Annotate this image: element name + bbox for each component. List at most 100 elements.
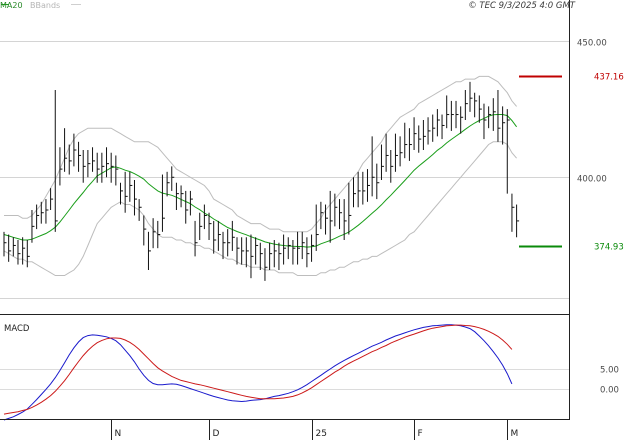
price-bar xyxy=(36,204,40,230)
price-bar xyxy=(217,220,221,251)
price-bar xyxy=(87,150,91,178)
price-bar xyxy=(250,234,254,279)
price-bar xyxy=(185,190,189,224)
price-bar xyxy=(269,242,273,270)
price-bar xyxy=(199,212,203,240)
price-bar xyxy=(147,231,151,270)
price-bar xyxy=(436,109,440,137)
price-gridlines: 450.00 400.00 xyxy=(0,39,607,299)
price-bar xyxy=(432,114,436,142)
price-bar xyxy=(464,90,468,120)
price-bar xyxy=(101,152,105,183)
price-bar xyxy=(511,193,515,232)
price-bar xyxy=(106,147,110,178)
price-bar xyxy=(17,240,21,265)
price-bar xyxy=(353,177,356,208)
price-tick-label: 450.00 xyxy=(577,39,607,49)
price-bar xyxy=(82,150,86,183)
price-levels: 437.16 374.93 xyxy=(519,73,624,253)
price-bar xyxy=(394,133,398,172)
price-bar xyxy=(227,229,231,257)
price-bar xyxy=(12,237,16,257)
price-bar xyxy=(446,95,450,129)
price-bar xyxy=(255,237,259,265)
price-bar xyxy=(73,133,77,167)
price-bar xyxy=(59,147,63,186)
x-tick-label: 25 xyxy=(316,429,327,439)
price-bar xyxy=(264,248,268,281)
x-tick-label: D xyxy=(213,429,220,439)
price-bar xyxy=(408,128,412,161)
price-bar xyxy=(418,125,422,153)
price-bar xyxy=(376,163,380,200)
price-bar xyxy=(399,136,403,167)
price-bar xyxy=(474,92,478,118)
price-bar xyxy=(96,152,100,183)
price-bar xyxy=(129,171,133,202)
macd-tick-label: 0.00 xyxy=(600,386,619,396)
bbands-legend-label: BBands xyxy=(30,1,60,10)
x-axis: N D 25 F M xyxy=(111,419,519,440)
price-bar xyxy=(427,117,431,145)
price-bar xyxy=(469,81,473,112)
price-bar xyxy=(78,141,82,172)
price-bar xyxy=(366,169,370,202)
x-tick-label: M xyxy=(511,429,519,439)
ma20-path xyxy=(3,114,518,248)
price-bar xyxy=(455,100,459,129)
price-bar xyxy=(241,237,245,265)
price-bar xyxy=(450,100,454,131)
price-bar xyxy=(222,231,226,260)
macd-panel: 5.00 0.00 xyxy=(0,324,619,421)
price-bar xyxy=(26,240,30,268)
macd-series-macd xyxy=(3,324,513,421)
price-bar xyxy=(283,234,287,265)
price-bar xyxy=(348,182,352,235)
price-bar xyxy=(357,171,361,208)
price-bar xyxy=(54,90,58,232)
price-bar xyxy=(329,190,333,243)
price-bar xyxy=(492,98,496,131)
price-bar xyxy=(311,234,315,262)
price-bar xyxy=(166,171,170,197)
price-bar xyxy=(422,120,426,150)
price-bar xyxy=(306,237,310,268)
ma20-legend-label: MA20 xyxy=(0,1,23,10)
resistance-level-label: 437.16 xyxy=(594,73,624,83)
price-bar xyxy=(120,182,123,205)
price-bar xyxy=(488,106,492,129)
bb-upper-line xyxy=(4,75,517,233)
price-bar xyxy=(273,240,277,268)
price-bar xyxy=(301,231,305,260)
price-bar xyxy=(320,201,324,230)
price-bar xyxy=(124,171,128,213)
macd-tick-label: 5.00 xyxy=(600,366,619,376)
price-bar xyxy=(278,242,282,270)
price-bar xyxy=(339,199,343,230)
price-bar xyxy=(287,237,291,260)
price-bar xyxy=(68,144,72,175)
price-bar xyxy=(50,188,54,210)
timestamp-label: © TEC 9/3/2025 4:0 GMT xyxy=(468,1,576,11)
price-bar xyxy=(64,128,68,172)
price-bar xyxy=(292,240,296,265)
price-bar xyxy=(497,90,501,142)
price-bar xyxy=(171,166,175,191)
price-bar xyxy=(208,212,212,240)
price-bar xyxy=(8,234,12,262)
price-bar xyxy=(110,152,114,183)
price-bar xyxy=(161,174,165,232)
macd-series-signal xyxy=(3,324,513,415)
x-tick-label: N xyxy=(115,429,122,439)
price-bar xyxy=(297,231,301,265)
ma20-line xyxy=(3,114,518,248)
price-bar xyxy=(194,220,198,257)
price-bar xyxy=(203,204,207,230)
price-bar xyxy=(516,204,520,238)
price-bar xyxy=(483,103,487,140)
price-bar xyxy=(413,117,417,150)
price-bar xyxy=(343,199,347,240)
price-bar xyxy=(175,182,179,210)
price-bar xyxy=(441,114,445,140)
